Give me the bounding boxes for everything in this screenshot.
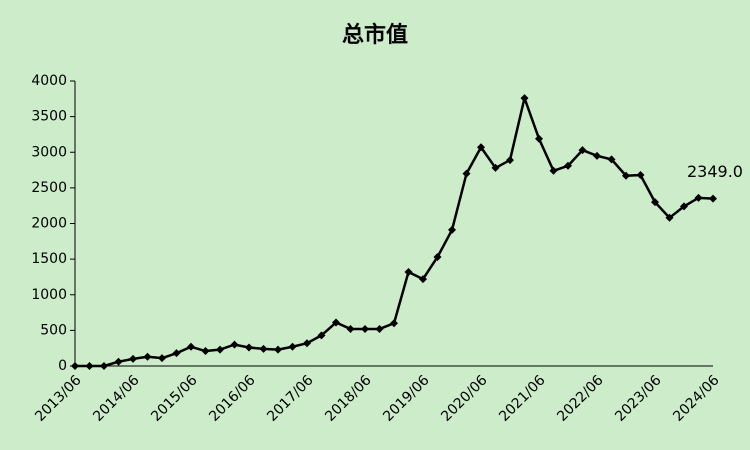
x-tick-label: 2022/06 [554, 372, 607, 425]
y-tick-label: 4000 [31, 73, 67, 89]
x-tick-label: 2024/06 [670, 372, 723, 425]
x-tick-label: 2014/06 [90, 372, 143, 425]
x-tick-label: 2019/06 [380, 372, 433, 425]
marker [549, 166, 558, 175]
marker [607, 155, 616, 164]
x-tick-label: 2016/06 [206, 372, 259, 425]
data-label: 2349.0 [687, 162, 743, 181]
x-tick-label: 2021/06 [496, 372, 549, 425]
marker [694, 193, 703, 202]
marker [665, 213, 674, 222]
x-tick-label: 2017/06 [264, 372, 317, 425]
x-tick-label: 2018/06 [322, 372, 375, 425]
marker [361, 324, 369, 333]
x-tick-label: 2015/06 [148, 372, 201, 425]
marker [636, 171, 645, 180]
marker [520, 94, 529, 103]
marker [259, 344, 268, 353]
marker [85, 362, 94, 370]
marker [404, 267, 413, 276]
marker [303, 339, 311, 348]
marker [448, 225, 456, 234]
chart-title: 总市值 [342, 22, 408, 48]
marker [100, 362, 108, 370]
marker [477, 143, 485, 152]
marker [680, 202, 688, 211]
x-tick-label: 2013/06 [32, 372, 85, 425]
marker [491, 163, 500, 172]
marker [332, 318, 340, 327]
marker [506, 156, 514, 165]
y-tick-label: 0 [58, 358, 67, 374]
marker [187, 342, 195, 351]
marker [216, 345, 224, 354]
marker [346, 324, 355, 333]
marker [230, 340, 239, 349]
marker [143, 352, 152, 361]
marker [564, 161, 572, 170]
marker [593, 151, 601, 160]
x-tick-label: 2023/06 [612, 372, 665, 425]
marker [709, 194, 717, 203]
marker [245, 343, 253, 352]
marker [535, 134, 543, 143]
marker [288, 342, 297, 351]
marker [274, 345, 282, 354]
marker [317, 331, 326, 340]
marker [158, 354, 166, 363]
y-tick-label: 2500 [31, 180, 67, 196]
marker [129, 354, 137, 363]
marker [172, 349, 181, 358]
marker [375, 324, 384, 333]
y-tick-label: 2000 [31, 216, 67, 232]
marker [71, 362, 79, 370]
marker [114, 357, 123, 366]
y-tick-label: 3000 [31, 144, 67, 160]
marker [622, 171, 630, 180]
marker [462, 169, 471, 178]
marker [433, 252, 442, 261]
marker [390, 319, 398, 328]
marker [651, 198, 659, 207]
y-tick-label: 3500 [31, 109, 67, 125]
marker [201, 347, 210, 356]
y-tick-label: 1500 [31, 251, 67, 267]
marker [578, 146, 587, 155]
x-tick-label: 2020/06 [438, 372, 491, 425]
y-tick-label: 500 [40, 322, 67, 338]
y-tick-label: 1000 [31, 287, 67, 303]
marker [419, 275, 427, 284]
